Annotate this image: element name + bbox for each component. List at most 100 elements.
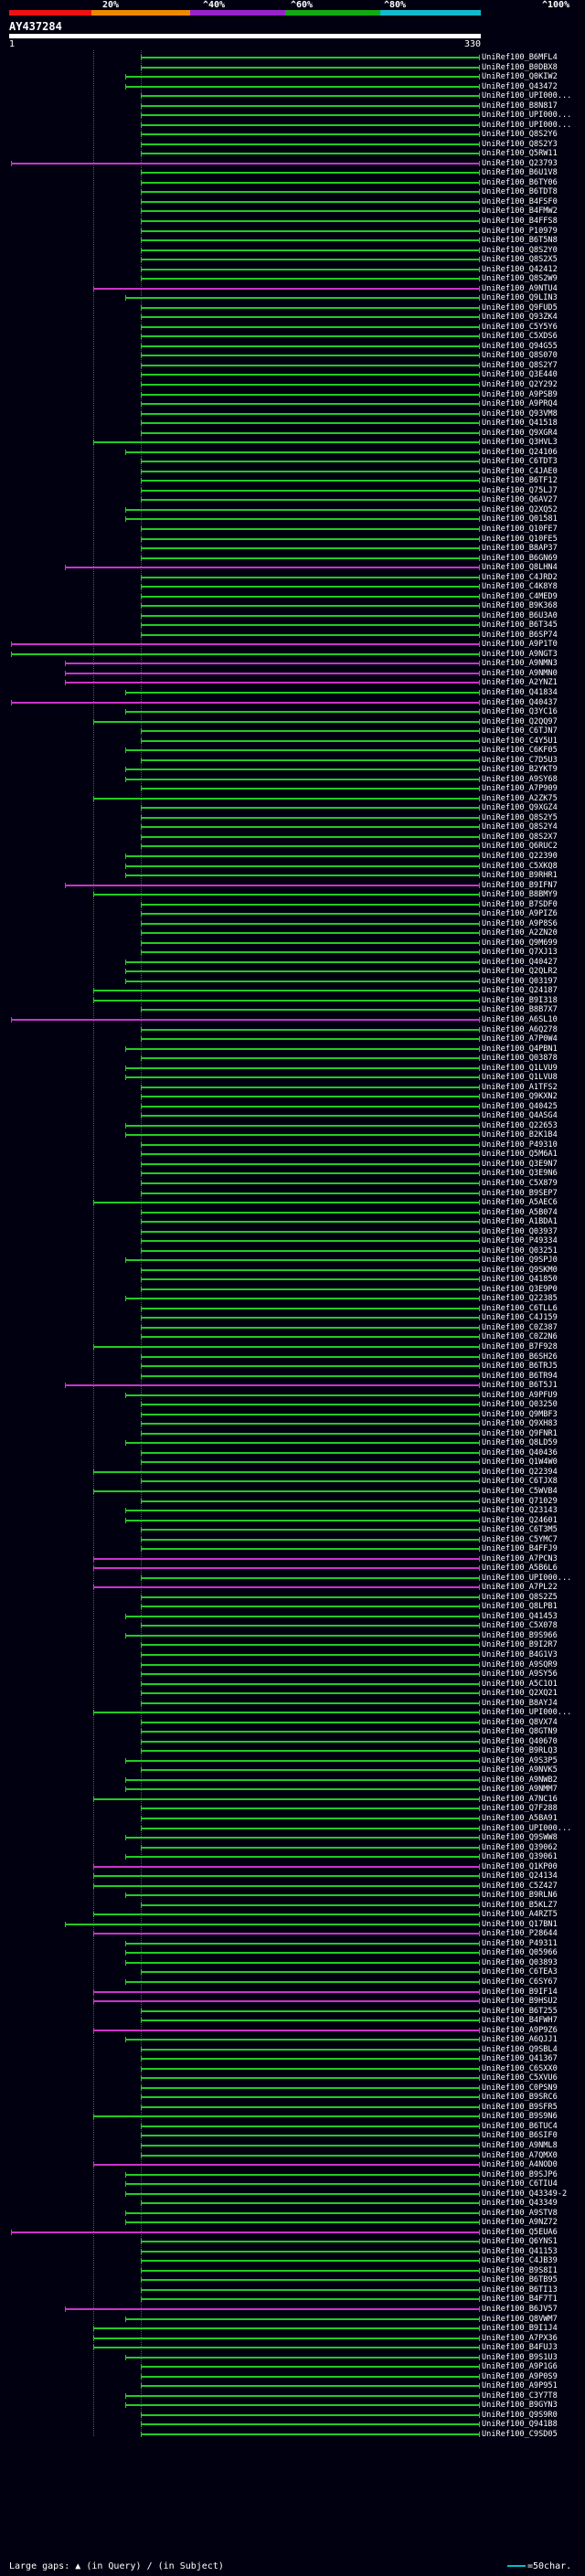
hit-row[interactable]: UniRef100_UPI000... — [0, 91, 585, 101]
hit-label[interactable]: UniRef100_B6SIF0 — [482, 2131, 558, 2141]
hit-row[interactable]: UniRef100_A5AEC6 — [0, 1198, 585, 1207]
hit-label[interactable]: UniRef100_B6TDT8 — [482, 187, 558, 197]
hit-row[interactable]: UniRef100_C4JAE0 — [0, 467, 585, 476]
hit-row[interactable]: UniRef100_Q9SWW8 — [0, 1833, 585, 1842]
hit-label[interactable]: UniRef100_Q4PBN1 — [482, 1044, 558, 1054]
hit-label[interactable]: UniRef100_Q17BN1 — [482, 1919, 558, 1929]
hit-row[interactable]: UniRef100_C5XKQ8 — [0, 862, 585, 871]
hit-row[interactable]: UniRef100_Q03197 — [0, 977, 585, 986]
hit-label[interactable]: UniRef100_C6TDT3 — [482, 457, 558, 467]
hit-row[interactable]: UniRef100_B9SFR5 — [0, 2103, 585, 2112]
hit-row[interactable]: UniRef100_C6TLL6 — [0, 1304, 585, 1313]
hit-label[interactable]: UniRef100_Q8GTN9 — [482, 1727, 558, 1737]
hit-row[interactable]: UniRef100_B5KLZ7 — [0, 1901, 585, 1910]
hit-label[interactable]: UniRef100_C4JAE0 — [482, 466, 558, 476]
hit-label[interactable]: UniRef100_A6Q278 — [482, 1024, 558, 1034]
hit-label[interactable]: UniRef100_Q10FE7 — [482, 524, 558, 534]
hit-label[interactable]: UniRef100_C5X879 — [482, 1179, 558, 1188]
hit-label[interactable]: UniRef100_B9S966 — [482, 1630, 558, 1640]
hit-label[interactable]: UniRef100_Q9SPJ0 — [482, 1256, 558, 1266]
hit-label[interactable]: UniRef100_C0Z2N6 — [482, 1332, 558, 1342]
hit-row[interactable]: UniRef100_Q8VX74 — [0, 1718, 585, 1727]
hit-label[interactable]: UniRef100_Q23793 — [482, 158, 558, 168]
hit-label[interactable]: UniRef100_B9I2R7 — [482, 1640, 558, 1650]
hit-row[interactable]: UniRef100_B9GYN3 — [0, 2401, 585, 2410]
hit-row[interactable]: UniRef100_C5X879 — [0, 1179, 585, 1188]
hit-row[interactable]: UniRef100_B9S1U3 — [0, 2353, 585, 2362]
hit-label[interactable]: UniRef100_Q1KP00 — [482, 1861, 558, 1871]
hit-label[interactable]: UniRef100_A6SL10 — [482, 1015, 558, 1024]
hit-label[interactable]: UniRef100_A9NMM7 — [482, 1785, 558, 1795]
hit-row[interactable]: UniRef100_Q8S2Y3 — [0, 140, 585, 149]
hit-label[interactable]: UniRef100_C6SY67 — [482, 1977, 558, 1987]
hit-row[interactable]: UniRef100_Q22394 — [0, 1468, 585, 1477]
hit-label[interactable]: UniRef100_Q9S9R0 — [482, 2410, 558, 2420]
hit-row[interactable]: UniRef100_Q9SPJ0 — [0, 1256, 585, 1265]
hit-row[interactable]: UniRef100_A9P1T0 — [0, 640, 585, 649]
hit-label[interactable]: UniRef100_Q22385 — [482, 1294, 558, 1304]
hit-label[interactable]: UniRef100_A7PCN3 — [482, 1553, 558, 1564]
hit-label[interactable]: UniRef100_UPI000... — [482, 91, 572, 101]
hit-label[interactable]: UniRef100_B6SH26 — [482, 1352, 558, 1362]
hit-label[interactable]: UniRef100_C5X078 — [482, 1621, 558, 1631]
hit-label[interactable]: UniRef100_P28644 — [482, 1929, 558, 1939]
hit-row[interactable]: UniRef100_C5X078 — [0, 1621, 585, 1630]
hit-row[interactable]: UniRef100_C6SXX0 — [0, 2064, 585, 2073]
hit-label[interactable]: UniRef100_C6KF05 — [482, 746, 558, 756]
hit-label[interactable]: UniRef100_Q43472 — [482, 81, 558, 91]
hit-row[interactable]: UniRef100_C6TIU4 — [0, 2179, 585, 2189]
hit-row[interactable]: UniRef100_Q8S2Z5 — [0, 1593, 585, 1602]
hit-label[interactable]: UniRef100_B8N817 — [482, 101, 558, 111]
hit-label[interactable]: UniRef100_Q03197 — [482, 976, 558, 986]
hit-row[interactable]: UniRef100_A9NTU4 — [0, 284, 585, 293]
hit-row[interactable]: UniRef100_UPI000... — [0, 111, 585, 120]
hit-row[interactable]: UniRef100_A9NML8 — [0, 2141, 585, 2150]
hit-row[interactable]: UniRef100_Q03251 — [0, 1246, 585, 1256]
hit-label[interactable]: UniRef100_B6TB95 — [482, 2275, 558, 2285]
hit-label[interactable]: UniRef100_A9P9Z6 — [482, 2025, 558, 2035]
hit-label[interactable]: UniRef100_B6U3A0 — [482, 610, 558, 620]
hit-row[interactable]: UniRef100_P49334 — [0, 1236, 585, 1246]
hit-label[interactable]: UniRef100_Q40670 — [482, 1736, 558, 1746]
hit-row[interactable]: UniRef100_Q17BN1 — [0, 1920, 585, 1929]
hit-row[interactable]: UniRef100_A7NC16 — [0, 1795, 585, 1804]
hit-label[interactable]: UniRef100_A9STV8 — [482, 2208, 558, 2218]
hit-row[interactable]: UniRef100_B8N817 — [0, 101, 585, 111]
hit-label[interactable]: UniRef100_B6TF12 — [482, 476, 558, 486]
hit-label[interactable]: UniRef100_Q03250 — [482, 1400, 558, 1410]
hit-row[interactable]: UniRef100_B9I318 — [0, 996, 585, 1005]
hit-label[interactable]: UniRef100_P49334 — [482, 1236, 558, 1246]
hit-label[interactable]: UniRef100_A5C1O1 — [482, 1679, 558, 1689]
hit-row[interactable]: UniRef100_A6QJJ1 — [0, 2035, 585, 2044]
hit-label[interactable]: UniRef100_B9S1U3 — [482, 2352, 558, 2362]
hit-label[interactable]: UniRef100_Q9KXN2 — [482, 1092, 558, 1102]
hit-row[interactable]: UniRef100_Q39061 — [0, 1852, 585, 1861]
hit-row[interactable]: UniRef100_C5XDS6 — [0, 332, 585, 341]
hit-label[interactable]: UniRef100_Q43349-2 — [482, 2189, 568, 2199]
hit-label[interactable]: UniRef100_Q03893 — [482, 1957, 558, 1967]
hit-label[interactable]: UniRef100_Q75LJ7 — [482, 485, 558, 495]
hit-label[interactable]: UniRef100_A9PIZ6 — [482, 909, 558, 919]
hit-row[interactable]: UniRef100_B6GN69 — [0, 554, 585, 563]
hit-label[interactable]: UniRef100_B5KLZ7 — [482, 1900, 558, 1910]
hit-label[interactable]: UniRef100_UPI000... — [482, 1708, 572, 1718]
hit-row[interactable]: UniRef100_B7SDF0 — [0, 900, 585, 909]
hit-row[interactable]: UniRef100_Q8LD59 — [0, 1438, 585, 1447]
hit-label[interactable]: UniRef100_A9NMN3 — [482, 659, 558, 669]
hit-label[interactable]: UniRef100_B9I318 — [482, 995, 558, 1005]
hit-label[interactable]: UniRef100_Q8S2W9 — [482, 274, 558, 284]
hit-row[interactable]: UniRef100_Q40425 — [0, 1102, 585, 1111]
hit-label[interactable]: UniRef100_Q03251 — [482, 1246, 558, 1256]
hit-row[interactable]: UniRef100_Q43349 — [0, 2199, 585, 2208]
hit-label[interactable]: UniRef100_A2ZK75 — [482, 793, 558, 803]
hit-row[interactable]: UniRef100_Q6AV27 — [0, 495, 585, 504]
hit-row[interactable]: UniRef100_A9P8S6 — [0, 919, 585, 928]
hit-label[interactable]: UniRef100_A9NML8 — [482, 2141, 558, 2150]
hit-label[interactable]: UniRef100_C5YMC7 — [482, 1534, 558, 1544]
hit-label[interactable]: UniRef100_B7SDF0 — [482, 899, 558, 909]
hit-row[interactable]: UniRef100_A6SL10 — [0, 1015, 585, 1024]
hit-row[interactable]: UniRef100_P10979 — [0, 227, 585, 236]
hit-row[interactable]: UniRef100_Q5M6A1 — [0, 1150, 585, 1159]
hit-row[interactable]: UniRef100_B2K1B4 — [0, 1130, 585, 1140]
hit-label[interactable]: UniRef100_Q41850 — [482, 1275, 558, 1285]
